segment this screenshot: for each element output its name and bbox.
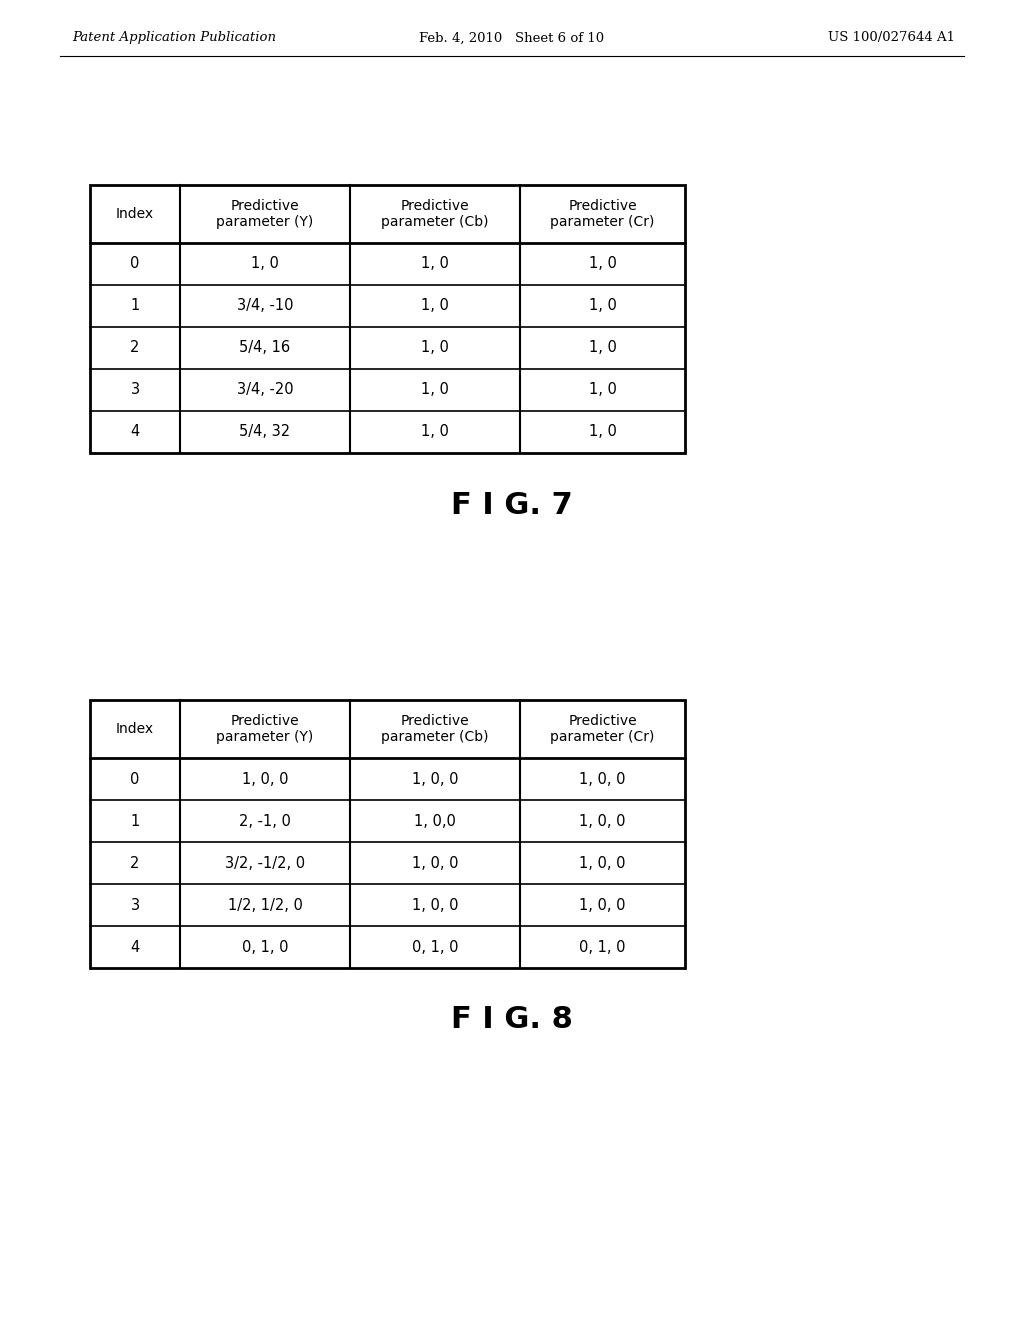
Text: 1: 1 (130, 298, 139, 314)
Text: 1, 0: 1, 0 (421, 383, 449, 397)
Text: 1, 0, 0: 1, 0, 0 (412, 898, 459, 912)
Text: 1: 1 (130, 813, 139, 829)
Text: US 100/027644 A1: US 100/027644 A1 (828, 32, 955, 45)
Text: 1, 0, 0: 1, 0, 0 (412, 771, 459, 787)
Text: 2: 2 (130, 341, 139, 355)
Text: 3: 3 (130, 383, 139, 397)
Text: Predictive
parameter (Cb): Predictive parameter (Cb) (381, 714, 488, 744)
Text: 1, 0, 0: 1, 0, 0 (242, 771, 288, 787)
Text: Feb. 4, 2010   Sheet 6 of 10: Feb. 4, 2010 Sheet 6 of 10 (420, 32, 604, 45)
Text: Predictive
parameter (Y): Predictive parameter (Y) (216, 199, 313, 230)
Bar (90, 185, 685, 453)
Text: 1, 0, 0: 1, 0, 0 (580, 898, 626, 912)
Text: 1, 0: 1, 0 (589, 383, 616, 397)
Text: 0, 1, 0: 0, 1, 0 (242, 940, 288, 954)
Bar (90, 700, 685, 968)
Text: 1, 0,0: 1, 0,0 (414, 813, 456, 829)
Text: 1, 0: 1, 0 (421, 341, 449, 355)
Text: 1, 0, 0: 1, 0, 0 (580, 855, 626, 870)
Text: Index: Index (116, 722, 154, 737)
Text: 1, 0, 0: 1, 0, 0 (580, 813, 626, 829)
Text: Predictive
parameter (Cr): Predictive parameter (Cr) (550, 199, 654, 230)
Bar (90, 700, 685, 968)
Text: 2, -1, 0: 2, -1, 0 (239, 813, 291, 829)
Text: Index: Index (116, 207, 154, 220)
Text: Predictive
parameter (Y): Predictive parameter (Y) (216, 714, 313, 744)
Text: 1, 0: 1, 0 (589, 341, 616, 355)
Text: F I G. 8: F I G. 8 (451, 1006, 573, 1035)
Text: Patent Application Publication: Patent Application Publication (72, 32, 276, 45)
Text: 5/4, 16: 5/4, 16 (240, 341, 291, 355)
Text: 0, 1, 0: 0, 1, 0 (580, 940, 626, 954)
Text: 1, 0: 1, 0 (589, 298, 616, 314)
Text: 1, 0: 1, 0 (589, 425, 616, 440)
Text: 4: 4 (130, 425, 139, 440)
Text: F I G. 7: F I G. 7 (452, 491, 572, 520)
Text: 4: 4 (130, 940, 139, 954)
Text: 3/4, -10: 3/4, -10 (237, 298, 293, 314)
Text: 0: 0 (130, 256, 139, 272)
Text: 1, 0: 1, 0 (589, 256, 616, 272)
Text: 1, 0: 1, 0 (421, 256, 449, 272)
Text: 1, 0: 1, 0 (251, 256, 279, 272)
Text: 3/2, -1/2, 0: 3/2, -1/2, 0 (225, 855, 305, 870)
Text: 1/2, 1/2, 0: 1/2, 1/2, 0 (227, 898, 302, 912)
Text: 1, 0: 1, 0 (421, 425, 449, 440)
Bar (90, 185, 685, 453)
Text: 3: 3 (130, 898, 139, 912)
Text: 0, 1, 0: 0, 1, 0 (412, 940, 459, 954)
Text: 1, 0: 1, 0 (421, 298, 449, 314)
Text: Predictive
parameter (Cr): Predictive parameter (Cr) (550, 714, 654, 744)
Text: 3/4, -20: 3/4, -20 (237, 383, 293, 397)
Text: 0: 0 (130, 771, 139, 787)
Text: Predictive
parameter (Cb): Predictive parameter (Cb) (381, 199, 488, 230)
Text: 2: 2 (130, 855, 139, 870)
Text: 1, 0, 0: 1, 0, 0 (412, 855, 459, 870)
Text: 5/4, 32: 5/4, 32 (240, 425, 291, 440)
Text: 1, 0, 0: 1, 0, 0 (580, 771, 626, 787)
